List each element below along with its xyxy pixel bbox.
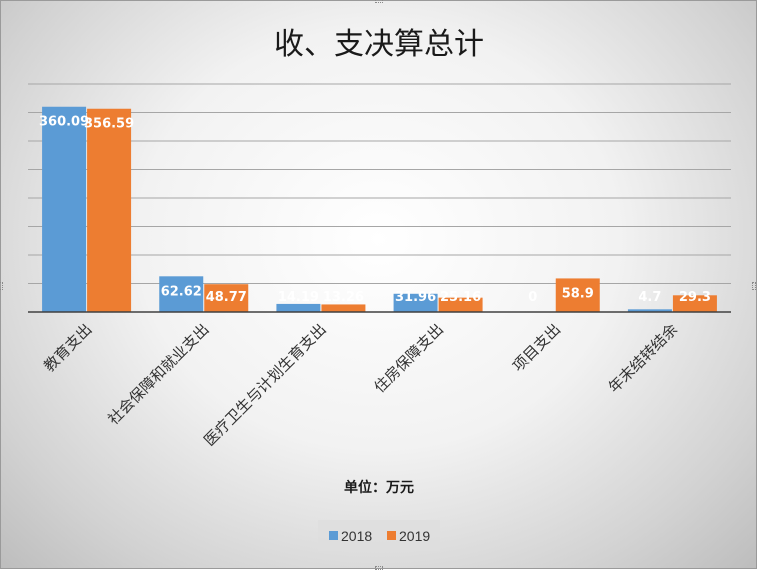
chart-title: 收、支决算总计 [274, 27, 484, 62]
x-axis-caption: 单位：万元 [344, 479, 414, 496]
category-label-2: 社会保障和就业支出 [104, 320, 212, 428]
bar-2018-6[interactable] [627, 309, 672, 312]
data-label-2018-1: 360.09 [39, 115, 89, 130]
data-label-2019-4: 25.16 [440, 290, 481, 305]
category-label-5: 项目支出 [509, 320, 564, 375]
resize-handle-left[interactable] [0, 282, 3, 290]
resize-handle-bottom[interactable] [375, 566, 383, 570]
bar-2018-2[interactable] [159, 276, 204, 312]
legend[interactable]: 2018 2019 [318, 520, 440, 551]
bar-2019-2[interactable] [204, 284, 249, 312]
bar-2018-4[interactable] [393, 293, 438, 312]
bar-2019-3[interactable] [321, 304, 366, 312]
category-label-6: 年末结转结余 [605, 320, 681, 396]
resize-handle-top[interactable] [375, 0, 383, 3]
data-label-2019-3: 13.26 [323, 290, 364, 305]
category-label-4: 住房保障支出 [371, 320, 447, 396]
category-label-3: 医疗卫生与计划生育支出 [200, 320, 329, 449]
bar-2018-3[interactable] [276, 303, 321, 312]
bar-2018-1[interactable] [42, 106, 87, 312]
data-label-2018-6: 4.7 [638, 290, 661, 305]
data-label-2019-1: 356.59 [84, 117, 134, 132]
data-label-2018-3: 14.19 [278, 290, 319, 305]
bars [42, 106, 717, 312]
category-label-1: 教育支出 [40, 320, 95, 375]
legend-swatch-2019 [387, 531, 396, 540]
legend-label-2019: 2019 [399, 528, 430, 544]
data-label-2018-2: 62.62 [161, 284, 202, 299]
legend-swatch-2018 [329, 531, 338, 540]
bar-2019-5[interactable] [555, 278, 600, 312]
data-label-2018-5: 0 [528, 290, 537, 305]
legend-box [318, 520, 440, 551]
resize-handle-right[interactable] [752, 282, 756, 290]
bar-2019-4[interactable] [438, 297, 483, 312]
data-label-2019-5: 58.9 [562, 286, 594, 301]
data-label-2019-6: 29.3 [679, 290, 711, 305]
data-label-2019-2: 48.77 [206, 290, 247, 305]
gridlines [28, 83, 731, 284]
data-label-2018-4: 31.96 [395, 290, 436, 305]
bar-2019-6[interactable] [672, 295, 717, 312]
legend-label-2018: 2018 [341, 528, 372, 544]
bar-2019-1[interactable] [87, 108, 132, 312]
